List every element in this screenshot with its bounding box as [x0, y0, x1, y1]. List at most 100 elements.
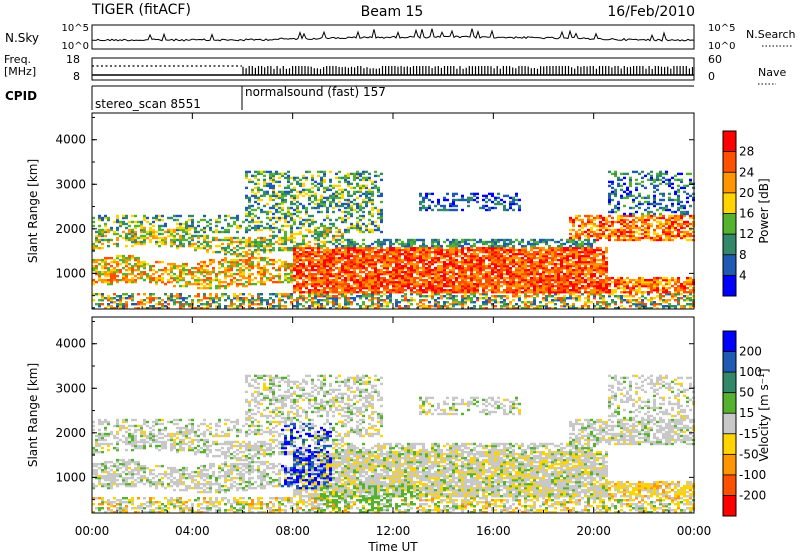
power-cell — [506, 289, 509, 292]
power-cell — [248, 236, 251, 240]
power-cell — [521, 238, 524, 242]
power-cell — [353, 202, 356, 206]
power-cell — [392, 268, 395, 272]
power-cell — [290, 301, 293, 304]
power-cell — [362, 282, 365, 286]
power-cell — [350, 226, 353, 230]
power-cell — [356, 264, 359, 268]
power-cell — [368, 299, 371, 302]
power-cell — [170, 299, 173, 302]
power-cell — [374, 240, 377, 244]
power-cell — [560, 238, 563, 242]
power-cell — [284, 246, 287, 250]
power-cell — [287, 180, 290, 184]
power-cell — [407, 252, 410, 256]
power-cell — [365, 258, 368, 262]
power-cell — [194, 295, 197, 298]
power-cell — [332, 222, 335, 226]
power-cell — [227, 230, 230, 234]
power-cell — [116, 232, 119, 236]
power-cell — [110, 276, 113, 280]
power-cell — [485, 274, 488, 278]
power-cell — [278, 276, 281, 280]
power-cell — [311, 272, 314, 276]
power-cell — [530, 242, 533, 246]
power-cell — [419, 282, 422, 286]
power-cell — [347, 272, 350, 276]
power-cell — [326, 301, 329, 304]
power-cell — [110, 228, 113, 232]
power-cell — [263, 282, 266, 286]
power-cell — [467, 200, 470, 204]
power-cell — [332, 236, 335, 240]
power-cell — [578, 250, 581, 254]
power-cell — [464, 272, 467, 276]
power-cell — [548, 301, 551, 304]
power-cell — [437, 303, 440, 306]
power-cell — [443, 204, 446, 208]
power-cell — [566, 278, 569, 282]
power-cell — [203, 268, 206, 272]
power-cell — [374, 278, 377, 282]
power-cell — [488, 284, 491, 288]
power-cell — [314, 297, 317, 300]
power-cell — [473, 272, 476, 276]
power-cell — [494, 260, 497, 264]
power-cell — [467, 204, 470, 208]
power-cell — [542, 280, 545, 284]
power-cell — [104, 260, 107, 264]
power-cell — [251, 208, 254, 212]
power-cell — [485, 246, 488, 250]
power-cell — [131, 220, 134, 224]
power-cell — [143, 240, 146, 244]
power-cell — [284, 234, 287, 238]
power-cell — [560, 280, 563, 284]
power-cell — [290, 295, 293, 298]
power-cell — [590, 228, 593, 232]
power-cell — [500, 295, 503, 298]
power-cell — [143, 226, 146, 230]
power-cell — [398, 276, 401, 280]
power-cell — [251, 307, 254, 310]
power-cell — [536, 280, 539, 284]
power-cell — [485, 303, 488, 306]
power-cell — [155, 230, 158, 234]
power-cell — [314, 194, 317, 198]
power-cell — [149, 278, 152, 282]
power-cell — [311, 222, 314, 226]
power-cell — [416, 282, 419, 286]
power-cell — [503, 295, 506, 298]
power-cell — [410, 272, 413, 276]
power-cell — [305, 266, 308, 270]
power-cell — [389, 260, 392, 264]
power-cell — [428, 248, 431, 252]
power-cell — [449, 295, 452, 298]
power-cell — [269, 248, 272, 252]
power-cell — [416, 284, 419, 288]
power-cell — [362, 307, 365, 310]
power-cell — [521, 248, 524, 252]
power-cell — [323, 262, 326, 266]
power-cell — [518, 252, 521, 256]
power-cell — [242, 236, 245, 240]
power-cell — [332, 301, 335, 304]
power-cell — [374, 252, 377, 256]
power-cell — [452, 272, 455, 276]
power-cell — [326, 291, 329, 294]
power-cell — [368, 295, 371, 298]
power-cell — [341, 258, 344, 262]
power-cell — [326, 295, 329, 298]
power-cell — [269, 250, 272, 254]
power-cell — [302, 240, 305, 244]
power-cell — [578, 254, 581, 258]
power-cell — [470, 262, 473, 266]
power-cell — [347, 307, 350, 310]
power-cell — [251, 240, 254, 244]
power-cell — [389, 240, 392, 244]
power-cell — [527, 295, 530, 298]
power-cell — [311, 266, 314, 270]
power-cell — [563, 289, 566, 292]
power-cell — [218, 305, 221, 308]
power-cell — [404, 242, 407, 246]
power-cell — [134, 268, 137, 272]
